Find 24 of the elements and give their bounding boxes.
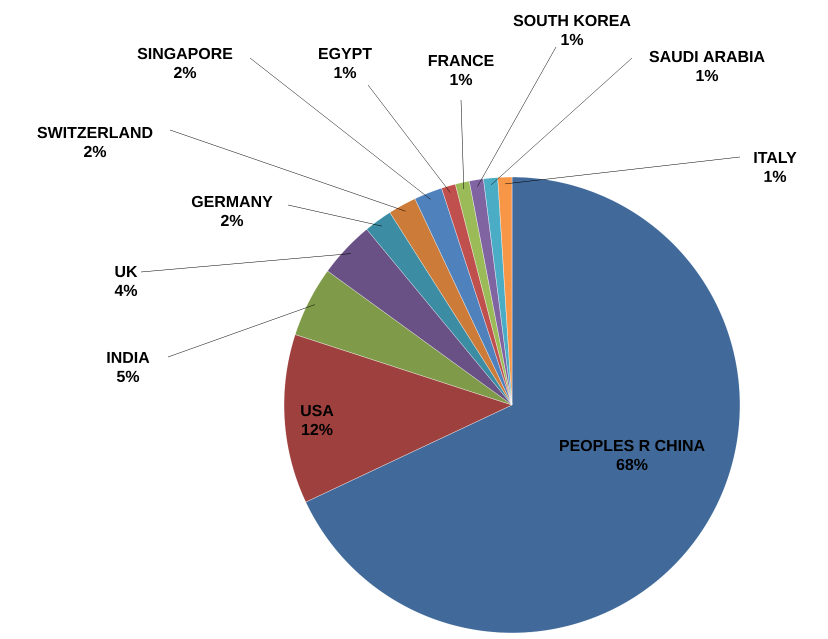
slice-label: PEOPLES R CHINA xyxy=(560,440,705,452)
slice-label: SINGAPORE xyxy=(138,48,232,60)
data-label: 1% xyxy=(561,34,584,46)
slice-label: INDIA xyxy=(107,352,150,363)
slice-label: SOUTH KOREA xyxy=(514,14,630,26)
data-label: 1% xyxy=(696,70,718,82)
data-label: 68% xyxy=(616,458,648,470)
data-label: 2% xyxy=(174,66,196,78)
data-label: 4% xyxy=(114,284,138,296)
slice-label: USA xyxy=(301,404,334,416)
data-label: 12% xyxy=(302,424,333,436)
slice-label: SWITZERLAND xyxy=(37,126,152,138)
data-label: 2% xyxy=(84,146,106,158)
slice-label: ITALY xyxy=(754,152,796,163)
data-label: 1% xyxy=(764,170,786,182)
data-label: 1% xyxy=(334,66,356,78)
data-label: 2% xyxy=(221,214,244,226)
data-label: 5% xyxy=(116,370,140,382)
slice-label: UK xyxy=(115,266,138,278)
data-label: 1% xyxy=(450,74,472,86)
slice-label: FRANCE xyxy=(428,54,494,66)
slice-label: SAUDI ARABIA xyxy=(649,50,765,62)
slice-label: EGYPT xyxy=(319,48,372,60)
slice-label: GERMANY xyxy=(192,196,272,208)
